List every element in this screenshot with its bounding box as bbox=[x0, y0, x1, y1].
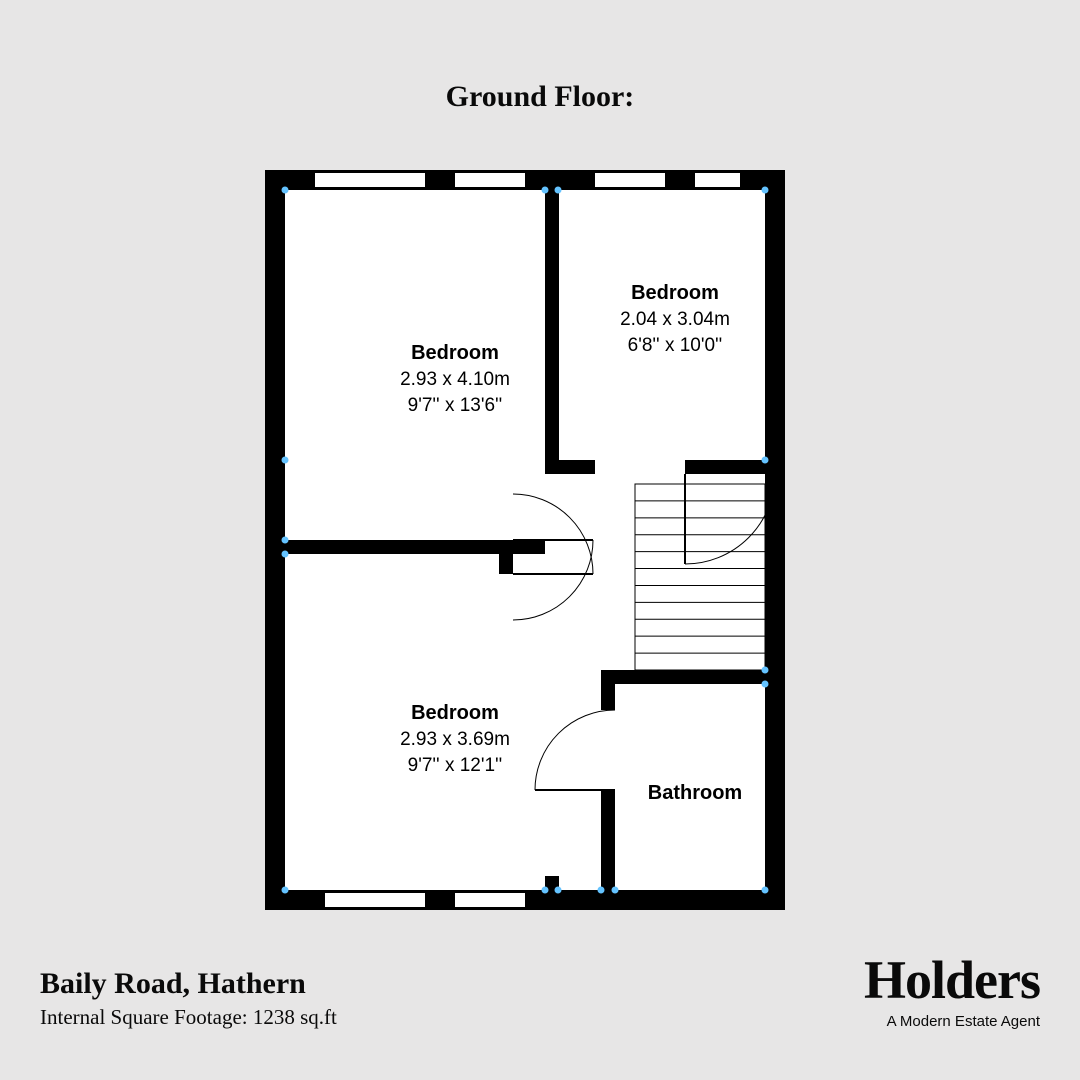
brand-name: Holders bbox=[864, 953, 1040, 1007]
square-footage: Internal Square Footage: 1238 sq.ft bbox=[40, 1005, 337, 1030]
footer: Baily Road, Hathern Internal Square Foot… bbox=[40, 953, 1040, 1030]
brand-logo: Holders A Modern Estate Agent bbox=[864, 953, 1040, 1030]
footer-left: Baily Road, Hathern Internal Square Foot… bbox=[40, 967, 337, 1030]
room-label-bed3: Bedroom2.93 x 3.69m9'7'' x 12'1'' bbox=[355, 700, 555, 778]
brand-tagline: A Modern Estate Agent bbox=[864, 1013, 1040, 1030]
floor-title: Ground Floor: bbox=[0, 0, 1080, 114]
floor-plan: Bedroom2.93 x 4.10m9'7'' x 13'6'' Bedroom… bbox=[265, 170, 785, 910]
room-label-bed2: Bedroom2.04 x 3.04m6'8'' x 10'0'' bbox=[585, 280, 765, 358]
address: Baily Road, Hathern bbox=[40, 967, 337, 1001]
room-label-bath: Bathroom bbox=[625, 780, 765, 807]
room-label-bed1: Bedroom2.93 x 4.10m9'7'' x 13'6'' bbox=[355, 340, 555, 418]
